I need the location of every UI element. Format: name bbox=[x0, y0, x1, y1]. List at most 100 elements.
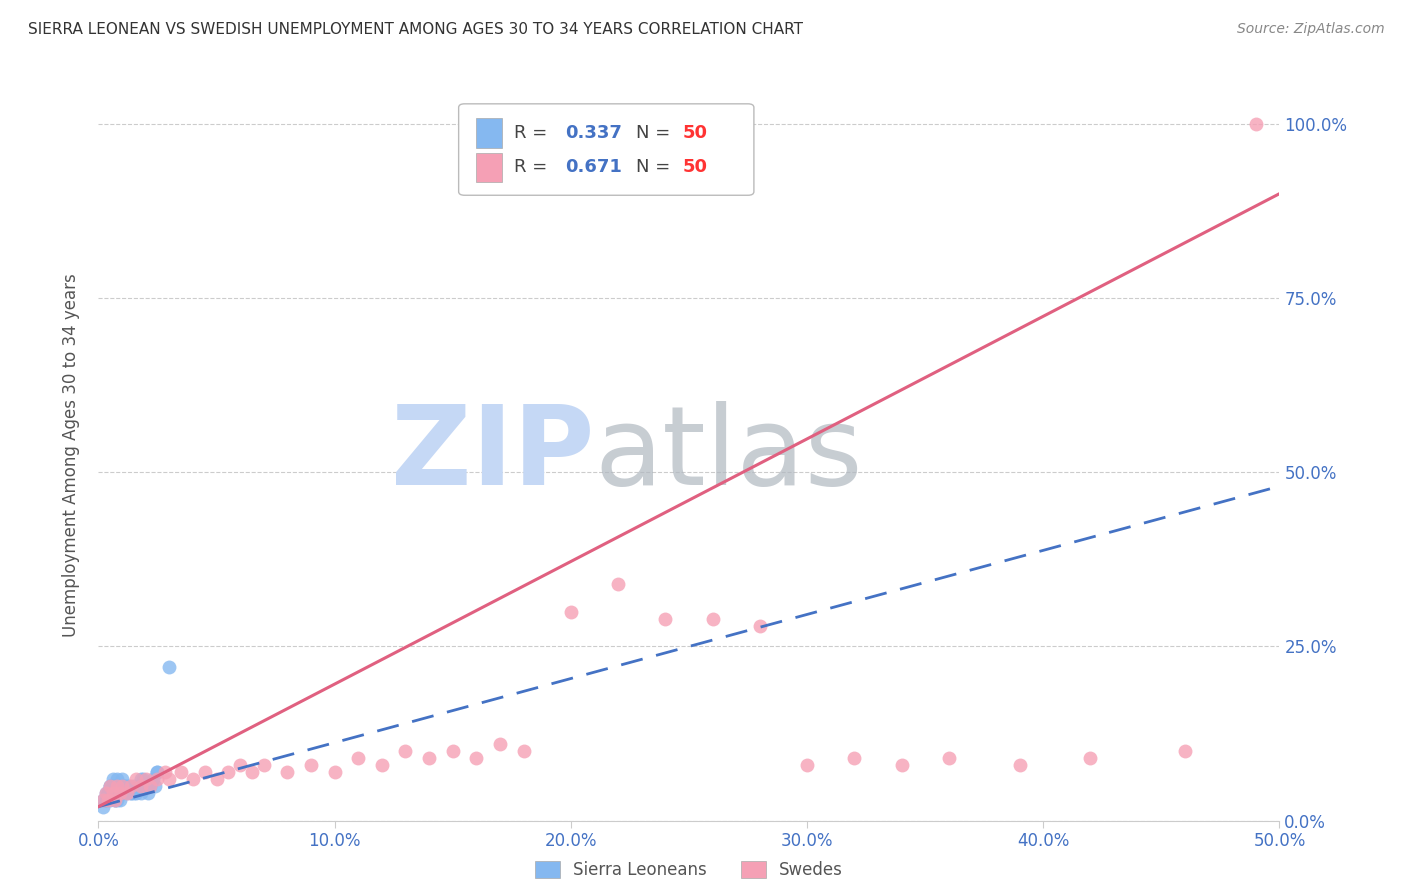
Text: SIERRA LEONEAN VS SWEDISH UNEMPLOYMENT AMONG AGES 30 TO 34 YEARS CORRELATION CHA: SIERRA LEONEAN VS SWEDISH UNEMPLOYMENT A… bbox=[28, 22, 803, 37]
Point bbox=[205, 772, 228, 786]
Point bbox=[142, 772, 165, 786]
Point bbox=[91, 793, 114, 807]
Legend: Sierra Leoneans, Swedes: Sierra Leoneans, Swedes bbox=[529, 854, 849, 886]
Point bbox=[1080, 751, 1102, 765]
Point bbox=[136, 786, 159, 800]
Point bbox=[1174, 744, 1197, 758]
Point bbox=[371, 758, 394, 772]
Point bbox=[240, 764, 263, 779]
Point bbox=[796, 758, 818, 772]
Point bbox=[112, 779, 135, 793]
Point bbox=[347, 751, 370, 765]
Text: Source: ZipAtlas.com: Source: ZipAtlas.com bbox=[1237, 22, 1385, 37]
Point bbox=[143, 779, 166, 793]
Point bbox=[129, 779, 152, 793]
Point bbox=[132, 772, 155, 786]
Point bbox=[194, 764, 217, 779]
Point bbox=[135, 772, 157, 786]
Point bbox=[115, 786, 138, 800]
Point bbox=[1244, 117, 1267, 131]
Point bbox=[153, 764, 176, 779]
Point bbox=[94, 793, 117, 807]
Point bbox=[97, 786, 120, 800]
Text: N =: N = bbox=[636, 159, 676, 177]
Text: 0.337: 0.337 bbox=[565, 124, 621, 142]
Text: R =: R = bbox=[515, 159, 553, 177]
Point bbox=[101, 786, 124, 800]
Point bbox=[105, 786, 128, 800]
Point bbox=[111, 772, 134, 786]
Point bbox=[253, 758, 276, 772]
Point bbox=[115, 779, 138, 793]
FancyBboxPatch shape bbox=[458, 103, 754, 195]
Text: ZIP: ZIP bbox=[391, 401, 595, 508]
Point bbox=[128, 779, 150, 793]
Point bbox=[105, 779, 128, 793]
Point bbox=[115, 786, 138, 800]
Point bbox=[654, 612, 676, 626]
Point bbox=[512, 744, 534, 758]
Point bbox=[94, 793, 117, 807]
Point bbox=[217, 764, 239, 779]
Point bbox=[112, 779, 135, 793]
Point bbox=[323, 764, 346, 779]
Point bbox=[108, 786, 131, 800]
Point bbox=[890, 758, 912, 772]
Point bbox=[97, 786, 120, 800]
Point bbox=[702, 612, 724, 626]
Point bbox=[108, 786, 131, 800]
Point bbox=[276, 764, 298, 779]
Point bbox=[108, 779, 131, 793]
Point bbox=[94, 786, 117, 800]
Point bbox=[108, 793, 131, 807]
FancyBboxPatch shape bbox=[477, 153, 502, 182]
Point bbox=[139, 779, 162, 793]
Text: N =: N = bbox=[636, 124, 676, 142]
Point bbox=[101, 779, 124, 793]
Text: 50: 50 bbox=[683, 159, 709, 177]
Point bbox=[129, 786, 152, 800]
Point bbox=[118, 779, 141, 793]
Point bbox=[394, 744, 416, 758]
Point bbox=[101, 786, 124, 800]
Point bbox=[98, 793, 121, 807]
Point bbox=[139, 779, 162, 793]
Point bbox=[607, 576, 630, 591]
Point bbox=[121, 786, 143, 800]
Point bbox=[146, 764, 169, 779]
Point bbox=[104, 779, 127, 793]
Point bbox=[98, 779, 121, 793]
Point bbox=[136, 779, 159, 793]
Point bbox=[104, 793, 127, 807]
Point bbox=[129, 772, 152, 786]
Point bbox=[489, 737, 512, 751]
Point bbox=[299, 758, 322, 772]
Text: R =: R = bbox=[515, 124, 553, 142]
Text: 0.671: 0.671 bbox=[565, 159, 621, 177]
Point bbox=[121, 786, 143, 800]
Text: 50: 50 bbox=[683, 124, 709, 142]
FancyBboxPatch shape bbox=[477, 119, 502, 148]
Point bbox=[111, 779, 134, 793]
Point bbox=[125, 772, 148, 786]
Point bbox=[97, 786, 120, 800]
Point bbox=[560, 605, 582, 619]
Point bbox=[418, 751, 440, 765]
Point bbox=[94, 786, 117, 800]
Point bbox=[441, 744, 464, 758]
Point bbox=[98, 779, 121, 793]
Point bbox=[104, 793, 127, 807]
Point bbox=[122, 786, 145, 800]
Point bbox=[844, 751, 866, 765]
Point bbox=[170, 764, 193, 779]
Point bbox=[91, 793, 114, 807]
Point bbox=[938, 751, 960, 765]
Y-axis label: Unemployment Among Ages 30 to 34 years: Unemployment Among Ages 30 to 34 years bbox=[62, 273, 80, 637]
Point bbox=[748, 618, 770, 632]
Point bbox=[97, 793, 120, 807]
Point bbox=[105, 772, 128, 786]
Point bbox=[146, 772, 169, 786]
Point bbox=[125, 786, 148, 800]
Point bbox=[157, 772, 180, 786]
Point bbox=[101, 779, 124, 793]
